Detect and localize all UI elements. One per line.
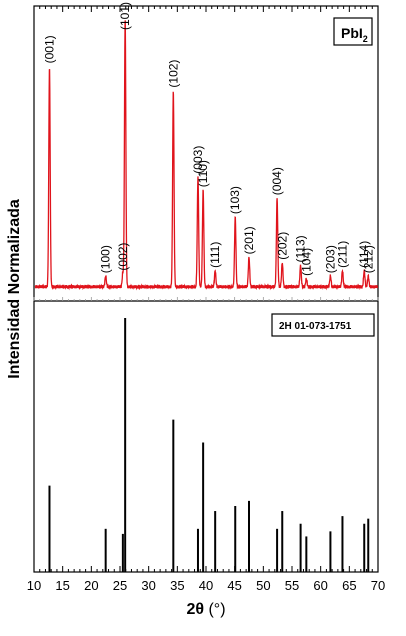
x-tick-label: 15 — [55, 578, 69, 593]
peak-label: (100) — [99, 245, 113, 273]
pbi2-diffractogram-line — [34, 20, 378, 291]
peak-label: (203) — [323, 245, 337, 273]
peak-label: (003) — [191, 146, 205, 174]
peak-label: (201) — [242, 226, 256, 254]
x-tick-label: 40 — [199, 578, 213, 593]
svg-text:PbI2: PbI2 — [341, 25, 368, 44]
legend-pbi2: PbI2 — [333, 17, 373, 46]
x-axis-label: 2θ (°) — [186, 601, 225, 618]
peak-label: (103) — [228, 186, 242, 214]
top-panel-pattern: (001) (100) (002) (101) (102) (003)(110) (111)… — [34, 2, 378, 291]
legend-pbi2-main: PbI — [341, 25, 363, 41]
x-tick-label: 65 — [342, 578, 356, 593]
x-tick-label: 20 — [84, 578, 98, 593]
legend-pbi2-sub: 2 — [363, 34, 368, 44]
bottom-panel-reference: 2H 01-073-1751 — [48, 313, 375, 572]
peak-label: (114) — [357, 241, 371, 268]
x-tick-label: 10 — [27, 578, 41, 593]
peak-label: (202) — [275, 232, 289, 260]
legend-reference-box — [271, 313, 375, 337]
peak-label: (211) — [336, 241, 350, 268]
x-tick-label: 60 — [313, 578, 327, 593]
peak-label: (001) — [43, 35, 57, 63]
legend-reference: 2H 01-073-1751 — [271, 313, 375, 337]
x-tick-label: 50 — [256, 578, 270, 593]
legend-pbi2-box — [333, 17, 373, 46]
x-tick-label: 70 — [371, 578, 385, 593]
peak-label: (101) — [118, 2, 132, 30]
x-tick-label: 30 — [141, 578, 155, 593]
peak-label: (111) — [208, 242, 222, 268]
peak-label: (102) — [166, 60, 180, 88]
x-axis-label-main: 2θ — [186, 601, 204, 618]
legend-reference-text: 2H 01-073-1751 — [279, 321, 352, 332]
x-axis-ticks — [33, 6, 379, 572]
y-axis-label: Intensidad Normalizada — [6, 199, 23, 379]
peak-label: (004) — [270, 167, 284, 195]
peak-label: (002) — [116, 243, 130, 271]
x-axis-tick-labels: 10 15 20 25 30 35 40 45 50 55 60 65 70 — [27, 578, 385, 593]
peak-labels: (001) (100) (002) (101) (102) (003)(110) (111)… — [43, 2, 376, 276]
x-tick-label: 45 — [227, 578, 241, 593]
peak-label: (110) — [196, 160, 210, 187]
peak-label: (212) — [361, 245, 375, 273]
x-tick-label: 35 — [170, 578, 184, 593]
x-tick-label: 25 — [113, 578, 127, 593]
reference-lines — [48, 318, 370, 572]
peak-label: (113) — [294, 235, 308, 262]
peak-label: (104) — [299, 248, 313, 276]
x-axis-label-unit: (°) — [204, 601, 226, 618]
x-tick-label: 55 — [285, 578, 299, 593]
